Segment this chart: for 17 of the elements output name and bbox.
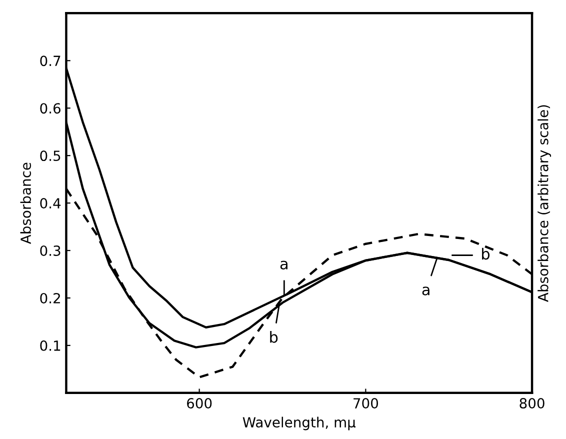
x-tick-label: 600 (187, 398, 212, 409)
y-tick-label: 0.5 (40, 150, 60, 162)
x-tick-label: 800 (520, 398, 544, 409)
y-axis-title: Absorbance (20, 162, 32, 244)
y-tick-label: 0.6 (40, 103, 60, 114)
y-tick-label: 0.4 (40, 198, 61, 209)
annotation: b (482, 248, 490, 260)
x-axis-title: Wavelength, mμ (242, 416, 356, 430)
annotation: a (280, 260, 288, 270)
y-tick-label: 0.3 (40, 245, 60, 256)
annotation: a (422, 286, 430, 296)
y-tick-label: 0.2 (40, 292, 60, 304)
y-tick-label: 0.1 (40, 340, 60, 351)
x-tick-label: 700 (354, 398, 378, 409)
y2-axis-title: Absorbance (arbitrary scale) (538, 105, 552, 302)
y-tick-label: 0.7 (40, 56, 60, 66)
annotation: b (270, 331, 278, 343)
